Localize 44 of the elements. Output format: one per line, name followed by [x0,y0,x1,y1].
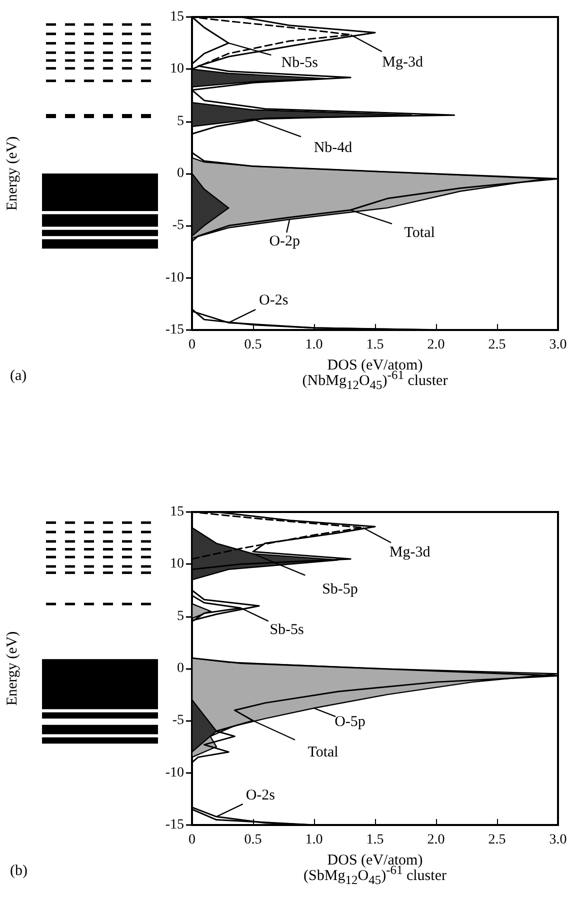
x-tick-label: 0 [188,832,196,848]
y-tick-label: 0 [177,166,184,181]
x-tick-label: 2.5 [488,338,506,352]
annotation: Total [308,744,338,761]
y-tick-label: -15 [165,322,184,338]
annotation: Nb-4d [314,140,353,156]
annotation: Total [404,225,435,242]
annotation: O-2p [269,233,300,250]
annotation: Mg-3d [382,54,424,71]
y-axis-title: Energy (eV) [4,631,20,706]
x-tick-label: 0.5 [244,338,262,352]
x-tick-label: 2.5 [488,832,506,848]
annotation: Mg-3d [389,544,431,561]
x-tick-label: 3.0 [549,338,567,352]
annotation: Nb-5s [281,55,318,72]
text: (a) [10,368,27,385]
x-tick-label: 2.0 [427,338,445,352]
x-tick-label: 0.5 [244,832,262,848]
y-axis-title: Energy (eV) [4,136,20,211]
y-tick-label: -15 [165,818,184,832]
y-tick-label: -10 [165,765,184,780]
y-tick-label: -10 [165,270,184,286]
y-tick-label: 10 [170,556,184,572]
x-tick-label: 3.0 [549,832,567,848]
y-tick-label: 15 [170,10,184,24]
y-tick-label: -5 [172,713,184,728]
x-tick-label: 0 [188,338,196,352]
x-tick-label: 1.5 [366,832,384,848]
annotation: O-5p [334,714,366,730]
x-tick-label: 1.0 [305,338,323,352]
annotation: O-2s [246,788,276,804]
annotation: Sb-5p [322,582,358,598]
y-tick-label: 10 [170,62,184,77]
x-tick-label: 1.5 [366,338,384,352]
y-tick-label: 5 [177,114,184,129]
y-tick-label: 5 [177,608,184,624]
x-tick-label: 2.0 [427,832,445,848]
annotation: O-2s [259,292,288,309]
y-tick-label: -5 [172,218,184,234]
text: (b) [10,863,28,880]
y-tick-label: 0 [177,661,184,676]
annotation: Sb-5s [270,622,304,638]
x-tick-label: 1.0 [305,832,323,848]
y-tick-label: 15 [170,504,184,520]
